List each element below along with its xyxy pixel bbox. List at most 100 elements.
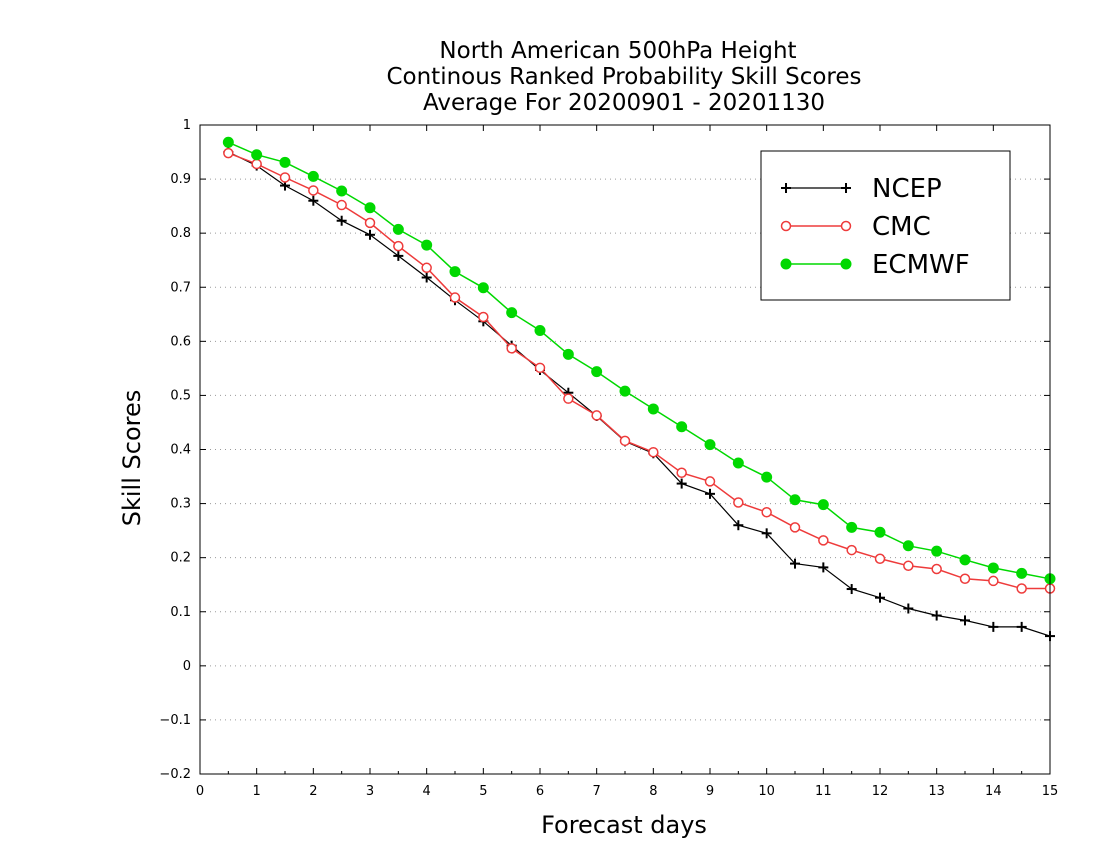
data-point-cmc	[393, 240, 404, 252]
y-tick-label: 0.9	[170, 172, 191, 187]
data-point-ecmwf	[449, 266, 461, 278]
y-tick-label: 0.8	[170, 226, 191, 241]
data-point-ecmwf	[902, 540, 914, 552]
data-point-cmc	[931, 563, 942, 575]
data-point-cmc	[223, 147, 234, 159]
legend-label-cmc: CMC	[872, 212, 931, 242]
legend-marker-ecmwf	[840, 258, 852, 270]
legend-entry-cmc: CMC	[780, 212, 931, 242]
title-line-2: Continous Ranked Probability Skill Score…	[386, 64, 861, 90]
data-point-ecmwf	[846, 521, 858, 533]
data-point-cmc	[619, 435, 631, 447]
data-point-cmc	[336, 199, 347, 211]
x-tick-label: 4	[423, 784, 431, 799]
data-point-ecmwf	[619, 385, 631, 397]
series-line-ncep	[228, 151, 1051, 637]
data-point-ecmwf	[761, 471, 773, 483]
data-point-cmc	[279, 172, 291, 183]
data-point-ecmwf	[506, 307, 518, 319]
y-tick-label: −0.1	[159, 713, 191, 728]
data-point-ecmwf	[307, 170, 319, 182]
data-point-ecmwf	[364, 202, 376, 214]
data-point-ecmwf	[704, 439, 716, 451]
data-point-ecmwf	[676, 421, 688, 433]
x-tick-label: 12	[872, 784, 889, 799]
legend-entry-ncep: NCEP	[781, 174, 942, 204]
x-tick-label: 7	[593, 784, 601, 799]
legend-marker-ecmwf	[780, 258, 792, 270]
x-tick-label: 11	[815, 784, 832, 799]
x-tick-label: 1	[253, 784, 261, 799]
data-point-ecmwf	[336, 185, 348, 197]
legend-label-ecmwf: ECMWF	[872, 250, 970, 280]
y-tick-label: 0.2	[170, 551, 191, 566]
data-point-cmc	[364, 217, 376, 229]
data-point-ecmwf	[931, 545, 943, 557]
y-tick-label: 0.1	[170, 605, 191, 620]
data-point-ecmwf	[222, 136, 234, 148]
data-point-cmc	[903, 560, 914, 572]
data-point-cmc	[506, 343, 517, 354]
y-tick-label: 0	[183, 659, 191, 674]
data-point-cmc	[534, 362, 546, 374]
x-tick-label: 0	[196, 784, 204, 799]
data-point-ecmwf	[591, 366, 603, 378]
x-tick-label: 2	[309, 784, 317, 799]
y-tick-label: 0.3	[170, 497, 191, 512]
title-line-1: North American 500hPa Height	[439, 38, 796, 64]
data-point-cmc	[676, 467, 687, 479]
legend-entry-ecmwf: ECMWF	[780, 250, 970, 280]
data-point-cmc	[959, 573, 971, 585]
y-tick-label: 0.5	[170, 388, 191, 403]
data-point-cmc	[421, 262, 432, 274]
data-point-cmc	[733, 497, 744, 508]
data-point-cmc	[789, 522, 801, 533]
data-point-cmc	[818, 535, 829, 546]
data-point-cmc	[591, 410, 602, 421]
legend-marker-cmc	[780, 220, 792, 232]
data-point-cmc	[1016, 583, 1027, 594]
data-point-ecmwf	[789, 494, 801, 506]
y-axis-label: Skill Scores	[118, 390, 146, 527]
data-point-ecmwf	[1016, 567, 1028, 579]
x-tick-label: 3	[366, 784, 374, 799]
chart-title: North American 500hPa Height Continous R…	[386, 38, 861, 116]
series-ecmwf	[222, 136, 1056, 585]
y-tick-label: 1	[183, 118, 191, 133]
series-cmc	[223, 147, 1056, 594]
data-point-ecmwf	[562, 348, 574, 360]
x-axis-ticks: 0 1 2 3 4 5 6 7 8 9 10 11 12 13 14 15	[196, 125, 1058, 799]
data-point-ecmwf	[987, 562, 999, 574]
y-axis-ticks: −0.2 −0.1 0 0.1 0.2 0.3 0.4 0.5 0.6 0.7 0.8 0.9 1	[159, 118, 1050, 782]
data-point-ecmwf	[732, 457, 744, 469]
series-ncep	[223, 147, 1055, 642]
x-tick-label: 5	[479, 784, 487, 799]
x-axis-label: Forecast days	[541, 811, 707, 839]
data-point-ecmwf	[279, 156, 291, 168]
data-point-ecmwf	[959, 554, 971, 566]
data-point-cmc	[563, 393, 574, 404]
y-tick-label: 0.6	[170, 334, 191, 349]
data-point-cmc	[874, 553, 886, 564]
data-point-cmc	[846, 544, 857, 556]
x-tick-label: 9	[706, 784, 714, 799]
data-point-cmc	[478, 311, 489, 323]
data-series	[222, 136, 1056, 642]
legend-marker-cmc	[840, 220, 852, 232]
data-point-cmc	[704, 476, 716, 487]
data-point-ecmwf	[251, 149, 263, 161]
data-point-cmc	[761, 506, 772, 518]
data-point-ecmwf	[392, 223, 404, 235]
data-point-ecmwf	[477, 282, 489, 294]
data-point-ecmwf	[534, 325, 546, 337]
y-tick-label: 0.4	[170, 443, 191, 458]
data-point-cmc	[251, 158, 262, 170]
data-point-ecmwf	[817, 499, 829, 511]
data-point-cmc	[988, 575, 999, 587]
y-tick-label: −0.2	[159, 767, 191, 782]
data-point-cmc	[449, 292, 461, 303]
legend: NCEP CMC ECMWF	[760, 150, 1011, 301]
data-point-cmc	[308, 185, 319, 196]
